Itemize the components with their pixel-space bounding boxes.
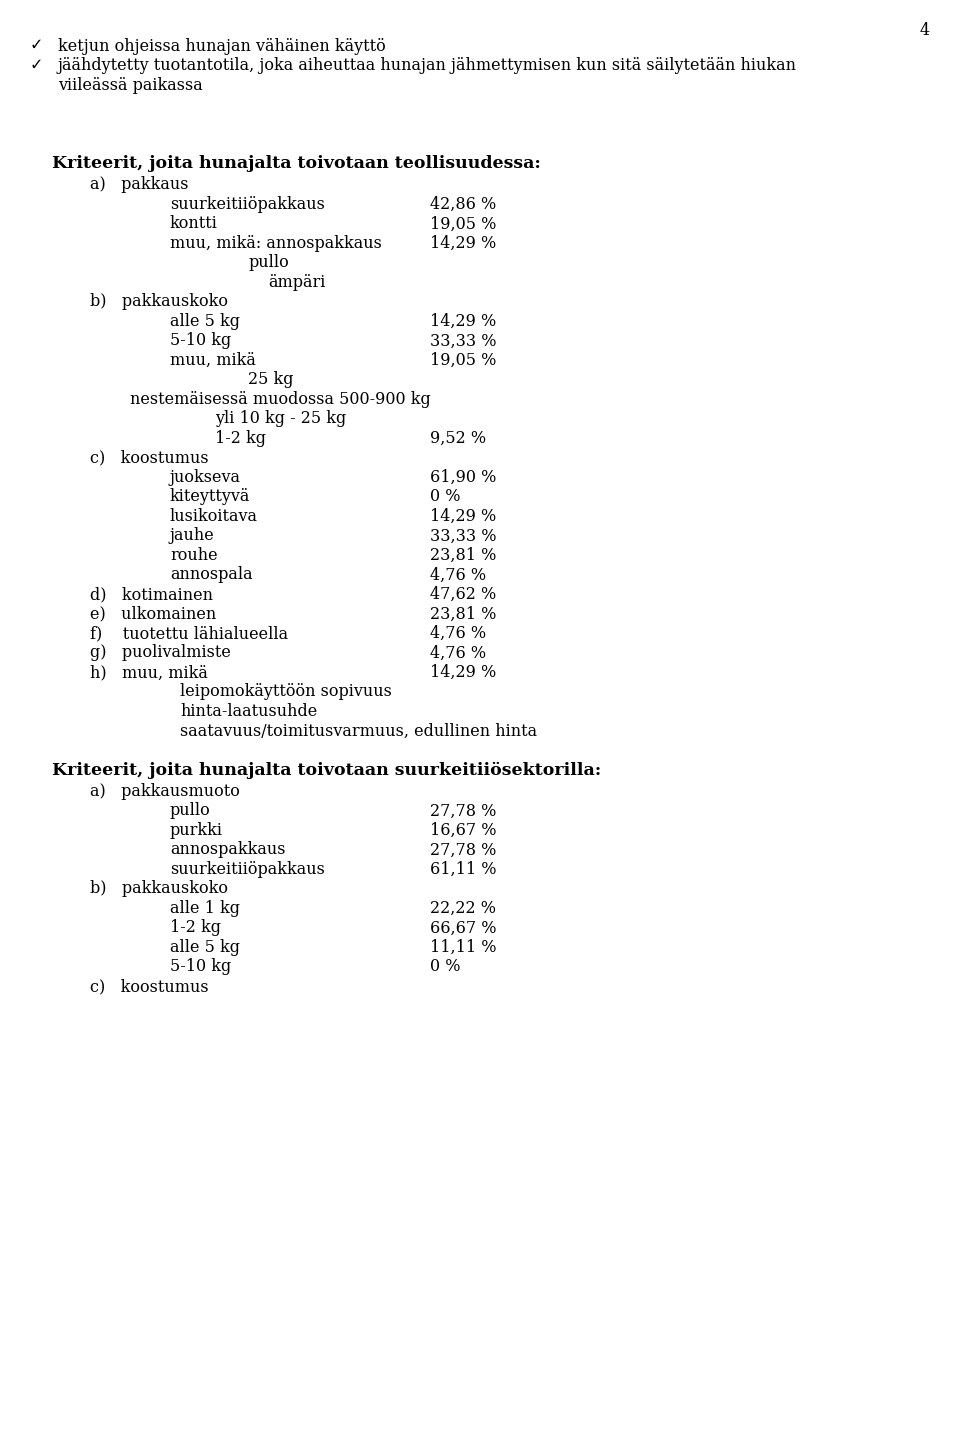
Text: 5-10 kg: 5-10 kg: [170, 333, 231, 349]
Text: a)   pakkausmuoto: a) pakkausmuoto: [90, 783, 240, 800]
Text: alle 5 kg: alle 5 kg: [170, 939, 240, 956]
Text: jäähdytetty tuotantotila, joka aiheuttaa hunajan jähmettymisen kun sitä säilytet: jäähdytetty tuotantotila, joka aiheuttaa…: [58, 57, 797, 75]
Text: suurkeitiiöpakkaus: suurkeitiiöpakkaus: [170, 862, 324, 877]
Text: 19,05 %: 19,05 %: [430, 215, 496, 233]
Text: 27,78 %: 27,78 %: [430, 841, 496, 859]
Text: 14,29 %: 14,29 %: [430, 236, 496, 251]
Text: 5-10 kg: 5-10 kg: [170, 958, 231, 975]
Text: 0 %: 0 %: [430, 488, 461, 505]
Text: lusikoitava: lusikoitava: [170, 508, 258, 526]
Text: 0 %: 0 %: [430, 958, 461, 975]
Text: 9,52 %: 9,52 %: [430, 429, 486, 447]
Text: f)    tuotettu lähialueella: f) tuotettu lähialueella: [90, 625, 288, 642]
Text: ✓: ✓: [30, 37, 43, 53]
Text: g)   puolivalmiste: g) puolivalmiste: [90, 645, 230, 662]
Text: 14,29 %: 14,29 %: [430, 508, 496, 526]
Text: 66,67 %: 66,67 %: [430, 919, 496, 936]
Text: b)   pakkauskoko: b) pakkauskoko: [90, 880, 228, 898]
Text: suurkeitiiöpakkaus: suurkeitiiöpakkaus: [170, 195, 324, 213]
Text: alle 1 kg: alle 1 kg: [170, 900, 240, 918]
Text: hinta-laatusuhde: hinta-laatusuhde: [180, 704, 317, 719]
Text: ämpäri: ämpäri: [268, 274, 325, 292]
Text: 22,22 %: 22,22 %: [430, 900, 496, 918]
Text: alle 5 kg: alle 5 kg: [170, 313, 240, 330]
Text: 33,33 %: 33,33 %: [430, 527, 496, 544]
Text: 19,05 %: 19,05 %: [430, 352, 496, 369]
Text: 11,11 %: 11,11 %: [430, 939, 496, 956]
Text: muu, mikä: muu, mikä: [170, 352, 256, 369]
Text: jauhe: jauhe: [170, 527, 215, 544]
Text: 42,86 %: 42,86 %: [430, 195, 496, 213]
Text: 1-2 kg: 1-2 kg: [170, 919, 221, 936]
Text: ketjun ohjeissa hunajan vähäinen käyttö: ketjun ohjeissa hunajan vähäinen käyttö: [58, 37, 386, 55]
Text: annospakkaus: annospakkaus: [170, 841, 285, 859]
Text: 61,90 %: 61,90 %: [430, 470, 496, 485]
Text: pullo: pullo: [248, 254, 289, 271]
Text: c)   koostumus: c) koostumus: [90, 978, 208, 995]
Text: 16,67 %: 16,67 %: [430, 821, 496, 839]
Text: juokseva: juokseva: [170, 470, 241, 485]
Text: rouhe: rouhe: [170, 547, 218, 564]
Text: 23,81 %: 23,81 %: [430, 547, 496, 564]
Text: b)   pakkauskoko: b) pakkauskoko: [90, 293, 228, 310]
Text: 27,78 %: 27,78 %: [430, 803, 496, 820]
Text: nestemäisessä muodossa 500-900 kg: nestemäisessä muodossa 500-900 kg: [130, 391, 431, 408]
Text: kontti: kontti: [170, 215, 218, 233]
Text: 4,76 %: 4,76 %: [430, 625, 486, 642]
Text: yli 10 kg - 25 kg: yli 10 kg - 25 kg: [215, 411, 347, 428]
Text: muu, mikä: annospakkaus: muu, mikä: annospakkaus: [170, 236, 382, 251]
Text: 33,33 %: 33,33 %: [430, 333, 496, 349]
Text: 4: 4: [920, 22, 930, 39]
Text: leipomokäyttöön sopivuus: leipomokäyttöön sopivuus: [180, 684, 392, 701]
Text: 14,29 %: 14,29 %: [430, 663, 496, 681]
Text: 4,76 %: 4,76 %: [430, 566, 486, 583]
Text: c)   koostumus: c) koostumus: [90, 449, 208, 467]
Text: h)   muu, mikä: h) muu, mikä: [90, 663, 208, 681]
Text: 61,11 %: 61,11 %: [430, 862, 496, 877]
Text: saatavuus/toimitusvarmuus, edullinen hinta: saatavuus/toimitusvarmuus, edullinen hin…: [180, 722, 538, 740]
Text: 23,81 %: 23,81 %: [430, 606, 496, 622]
Text: purkki: purkki: [170, 821, 223, 839]
Text: 25 kg: 25 kg: [248, 372, 294, 389]
Text: annospala: annospala: [170, 566, 252, 583]
Text: pullo: pullo: [170, 803, 211, 820]
Text: 4,76 %: 4,76 %: [430, 645, 486, 662]
Text: kiteyttyvä: kiteyttyvä: [170, 488, 251, 505]
Text: d)   kotimainen: d) kotimainen: [90, 586, 213, 603]
Text: ✓: ✓: [30, 57, 43, 72]
Text: e)   ulkomainen: e) ulkomainen: [90, 606, 216, 622]
Text: viileässä paikassa: viileässä paikassa: [58, 78, 203, 93]
Text: 14,29 %: 14,29 %: [430, 313, 496, 330]
Text: Kriteerit, joita hunajalta toivotaan suurkeitiiösektorilla:: Kriteerit, joita hunajalta toivotaan suu…: [52, 761, 601, 778]
Text: 47,62 %: 47,62 %: [430, 586, 496, 603]
Text: 1-2 kg: 1-2 kg: [215, 429, 266, 447]
Text: Kriteerit, joita hunajalta toivotaan teollisuudessa:: Kriteerit, joita hunajalta toivotaan teo…: [52, 155, 540, 172]
Text: a)   pakkaus: a) pakkaus: [90, 177, 188, 194]
